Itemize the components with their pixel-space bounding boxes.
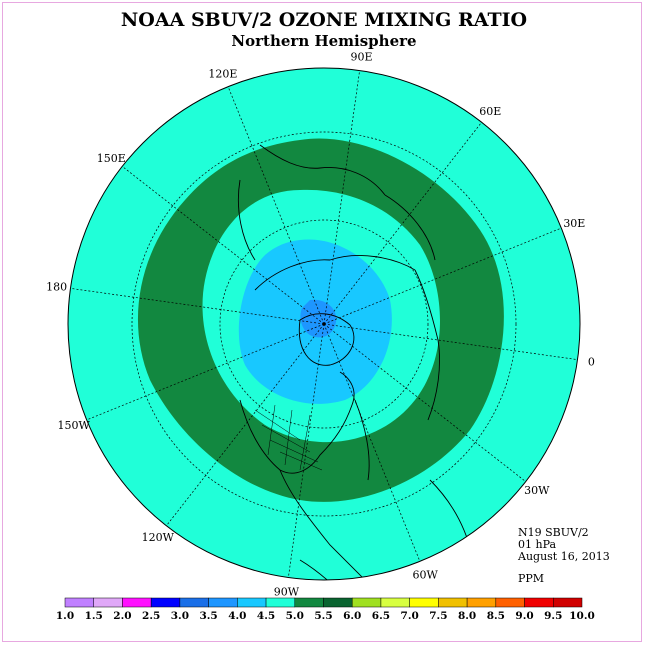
colorbar-tick-label: 3.0 [171,610,189,622]
colorbar-tick-label: 1.0 [56,610,74,622]
colorbar-tick-label: 7.0 [401,610,419,622]
meridian-120w [166,323,325,526]
colorbar-tick-label: 2.5 [142,610,160,622]
figure-title: NOAA SBUV/2 OZONE MIXING RATIO [121,9,527,31]
colorbar-tick-label: 7.5 [429,610,447,622]
colorbar-swatch [438,597,468,608]
longitude-label-120e: 120E [208,68,237,81]
colorbar-swatch [93,597,123,608]
meridian-60w [323,323,421,562]
hemisphere-map [67,67,581,581]
longitude-label-30e: 30E [563,217,585,230]
colorbar-tick-label: 2.0 [113,610,131,622]
pressure-level-label: 01 hPa [518,538,556,551]
colorbar-tick-label: 6.0 [343,610,361,622]
figure-subtitle: Northern Hemisphere [231,32,416,50]
longitude-label-90e: 90E [351,51,373,64]
latitude-circle-30n [131,131,517,517]
colorbar-swatch [323,597,353,608]
colorbar-tick-label: 3.5 [199,610,217,622]
colorbar-tick-label: 8.5 [487,610,505,622]
colorbar-tick-label: 5.0 [286,610,304,622]
longitude-label-60w: 60W [412,568,438,581]
colorbar-swatch [122,597,152,608]
graticule [70,70,578,578]
colorbar-swatch [237,597,267,608]
colorbar-swatch [351,597,382,608]
longitude-label-90w: 90W [274,585,300,598]
map-outline [67,67,581,581]
colorbar-swatch [409,597,439,608]
meridian-90w [288,323,325,578]
colorbar-swatch [208,597,238,608]
colorbar-tick-label: 4.5 [257,610,275,622]
meridian-30w [323,323,526,482]
colorbar-swatch [64,597,94,608]
colorbar-tick-label: 9.5 [544,610,562,622]
colorbar: 1.0 1.5 2.0 2.5 3.0 3.5 4.0 4.5 5.0 5.5 6.0 6.5 7.0 7… [56,597,595,622]
date-label: August 16, 2013 [517,550,610,563]
colorbar-tick-label: 8.0 [458,610,476,622]
colorbar-swatch [524,597,554,608]
instrument-label: N19 SBUV/2 [518,526,589,539]
longitude-label-150w: 150W [58,419,91,432]
meridian-150w [86,323,325,421]
latitude-circle-60n [219,219,429,429]
longitude-label-120w: 120W [142,531,175,544]
meridian-0 [323,323,578,360]
colorbar-tick-label: 6.5 [372,610,390,622]
colorbar-tick-label: 4.0 [228,610,246,622]
colorbar-tick-label: 10.0 [569,610,595,622]
colorbar-swatch [380,597,410,608]
polar-core-region [300,299,337,338]
meridian-30e [323,227,562,325]
meridian-120e [227,86,325,325]
longitude-label-30w: 30W [524,484,550,497]
state-borders [254,404,323,471]
colorbar-swatch [466,597,497,608]
figure-frame [2,2,642,642]
longitude-labels: 90E 60E 30E 0 30W 60W 90W 120W 150W 180 150E 120E [46,51,595,599]
colorbar-swatch [265,597,296,608]
colorbar-swatch [495,597,525,608]
colorbar-swatch [179,597,209,608]
colorbar-swatch [553,597,583,608]
longitude-label-180: 180 [46,280,67,293]
longitude-label-60e: 60E [479,105,501,118]
meridian-180 [70,288,325,325]
colorbar-swatch [294,597,324,608]
meridian-90e [323,70,360,325]
colorbar-tick-label: 5.5 [314,610,332,622]
longitude-label-0: 0 [588,356,595,369]
colorbar-tick-label: 1.5 [85,610,103,622]
longitude-label-150e: 150E [97,152,126,165]
colorbar-swatch [150,597,181,608]
high-ozone-band [137,138,504,502]
meridian-60e [323,122,482,325]
meridian-150e [122,166,325,325]
info-block: N19 SBUV/2 01 hPa August 16, 2013 PPM [517,526,610,585]
colorbar-tick-label: 9.0 [515,610,533,622]
units-label: PPM [518,572,544,585]
